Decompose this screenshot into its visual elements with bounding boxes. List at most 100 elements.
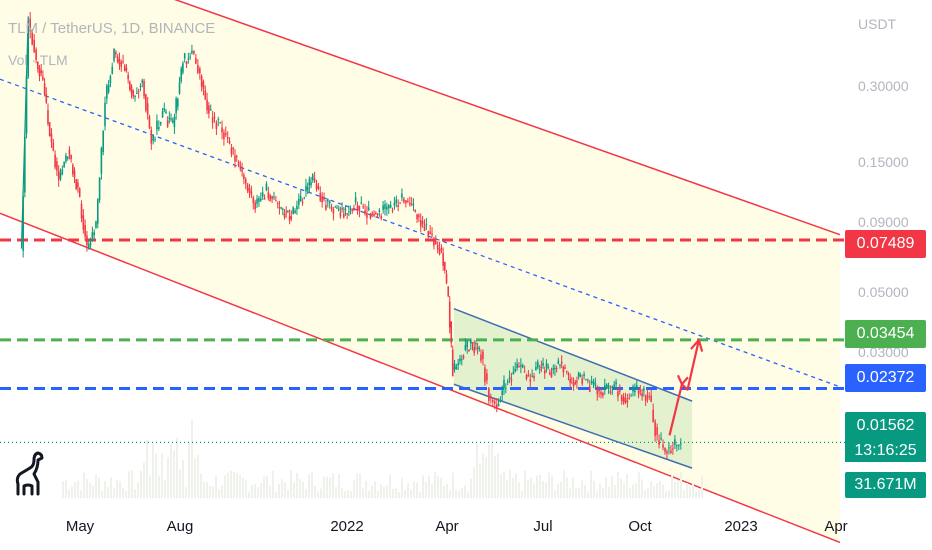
candle-body	[280, 207, 282, 209]
candle-body	[358, 206, 361, 211]
candle-body	[96, 199, 99, 224]
volume-bar	[575, 488, 577, 498]
candle-body	[596, 390, 599, 395]
volume-bar	[80, 490, 82, 498]
candle-body	[86, 235, 88, 246]
candle-body	[73, 170, 76, 178]
volume-bar	[266, 475, 268, 498]
candle-body	[80, 203, 83, 219]
candle-body	[587, 379, 589, 381]
price-tick-label: 0.03000	[858, 344, 909, 360]
candle-body	[389, 204, 392, 208]
volume-tag: 31.671M	[845, 472, 926, 498]
volume-bar	[152, 443, 154, 498]
volume-bar	[353, 480, 355, 498]
volume-bar	[662, 484, 664, 498]
candle-body	[78, 188, 81, 197]
volume-bar	[131, 470, 133, 498]
volume-bar	[437, 476, 439, 498]
volume-bar	[449, 490, 451, 498]
candle-body	[569, 378, 571, 383]
candle-body	[42, 76, 44, 80]
candle-body	[583, 374, 585, 376]
tradingview-logo-icon[interactable]	[10, 448, 48, 498]
candle-body	[538, 368, 541, 370]
candle-body	[619, 390, 621, 392]
volume-bar	[455, 490, 457, 498]
candle-body	[351, 209, 354, 211]
candle-body	[273, 196, 275, 198]
volume-bar	[290, 470, 292, 498]
candle-body	[613, 384, 615, 387]
candle-body	[436, 244, 439, 250]
volume-bar	[182, 460, 184, 498]
volume-bar	[317, 491, 319, 498]
volume-bar	[599, 483, 601, 498]
candle-body	[61, 169, 64, 175]
volume-bar	[86, 479, 88, 498]
candle-body	[145, 94, 147, 111]
volume-bar	[485, 457, 487, 498]
candle-body	[68, 149, 71, 156]
candle-body	[484, 367, 486, 383]
volume-bar	[143, 462, 145, 498]
volume-bar	[236, 473, 238, 498]
candle-body	[111, 67, 114, 74]
candle-body	[244, 179, 247, 184]
candle-body	[672, 448, 674, 450]
candle-body	[189, 56, 191, 58]
volume-bar	[620, 478, 622, 498]
volume-bar	[518, 482, 520, 498]
candle-body	[482, 351, 484, 360]
candle-body	[278, 207, 281, 209]
inner-channel-fill	[453, 308, 693, 469]
volume-bar	[494, 455, 496, 498]
volume-legend[interactable]: Vol · TLM	[8, 52, 68, 68]
channel-upper-line	[174, 0, 841, 236]
volume-bar	[461, 487, 463, 498]
candle-body	[639, 390, 642, 392]
candle-body	[178, 82, 181, 94]
outer-channel-fill	[0, 0, 840, 543]
candle-body	[38, 68, 41, 77]
candle-body	[311, 174, 314, 181]
candle-body	[70, 155, 72, 160]
volume-bar	[617, 472, 619, 498]
candle-body	[680, 443, 682, 445]
candle-body	[170, 118, 172, 120]
candle-body	[531, 375, 533, 377]
candle-body	[662, 444, 664, 448]
inner-channel-lower-line	[453, 383, 693, 469]
candle-body	[557, 360, 560, 365]
candle-body	[206, 99, 208, 111]
volume-bar	[458, 490, 460, 498]
candle-body	[501, 390, 503, 396]
volume-bar	[68, 489, 70, 498]
candle-body	[590, 381, 593, 383]
volume-bar	[305, 489, 307, 498]
candle-body	[282, 208, 284, 210]
volume-bar	[176, 437, 178, 498]
candle-body	[565, 370, 568, 373]
volume-bar	[509, 470, 511, 498]
candle-body	[118, 59, 121, 65]
candle-body	[319, 193, 322, 201]
candle-body	[470, 339, 472, 344]
candle-body	[475, 343, 477, 345]
candle-body	[225, 133, 227, 135]
volume-bar	[548, 472, 550, 498]
volume-bar	[527, 479, 529, 498]
volume-bar	[695, 491, 697, 498]
volume-bar	[149, 475, 151, 498]
candle-body	[43, 83, 46, 95]
volume-bar	[194, 458, 196, 498]
candle-body	[290, 216, 293, 219]
candle-body	[276, 203, 279, 205]
symbol-legend[interactable]: TLM / TetherUS, 1D, BINANCE	[8, 20, 216, 37]
volume-bar	[161, 453, 163, 498]
price-tick-label: 0.09000	[858, 214, 909, 230]
candle-body	[442, 252, 444, 266]
candle-body	[495, 404, 498, 409]
candle-body	[258, 197, 260, 202]
